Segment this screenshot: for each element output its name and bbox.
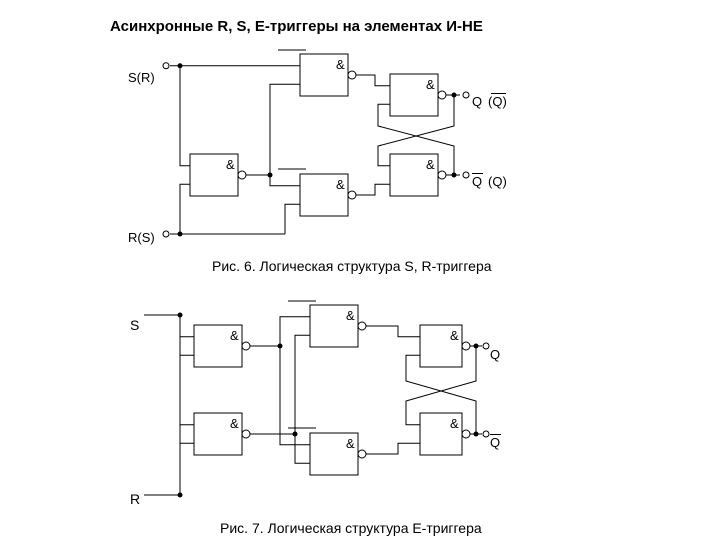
- overline: [472, 173, 483, 174]
- svg-text:&: &: [336, 177, 345, 192]
- svg-text:&: &: [230, 328, 239, 343]
- label: R(S): [128, 230, 155, 245]
- svg-text:&: &: [346, 308, 355, 323]
- fig7-diagram: & & & & & &: [130, 295, 530, 510]
- svg-text:&: &: [450, 416, 459, 431]
- label: R: [130, 491, 140, 507]
- svg-text:&: &: [426, 77, 435, 92]
- label: Q: [472, 94, 482, 109]
- label: Q: [472, 174, 482, 189]
- svg-text:&: &: [426, 157, 435, 172]
- label: (Q): [488, 94, 507, 109]
- label: Q: [490, 347, 500, 362]
- label: S(R): [128, 70, 155, 85]
- label: (Q): [488, 174, 507, 189]
- page-title: Асинхронные R, S, E-триггеры на элемента…: [110, 18, 483, 35]
- page: { "title": { "text": "Асинхронные R, S, …: [0, 0, 720, 540]
- svg-text:&: &: [336, 57, 345, 72]
- overline: [490, 434, 501, 435]
- fig7-caption: Рис. 7. Логическая структура Е-триггера: [220, 520, 482, 536]
- svg-text:&: &: [230, 416, 239, 431]
- svg-text:&: &: [346, 436, 355, 451]
- fig6-caption: Рис. 6. Логическая структура S, R-тригге…: [212, 258, 492, 274]
- fig6-diagram: & & & & &: [130, 44, 530, 254]
- svg-text:&: &: [226, 157, 235, 172]
- svg-text:&: &: [450, 328, 459, 343]
- label: Q: [490, 435, 500, 450]
- label: S: [130, 317, 139, 333]
- overline: [491, 93, 506, 94]
